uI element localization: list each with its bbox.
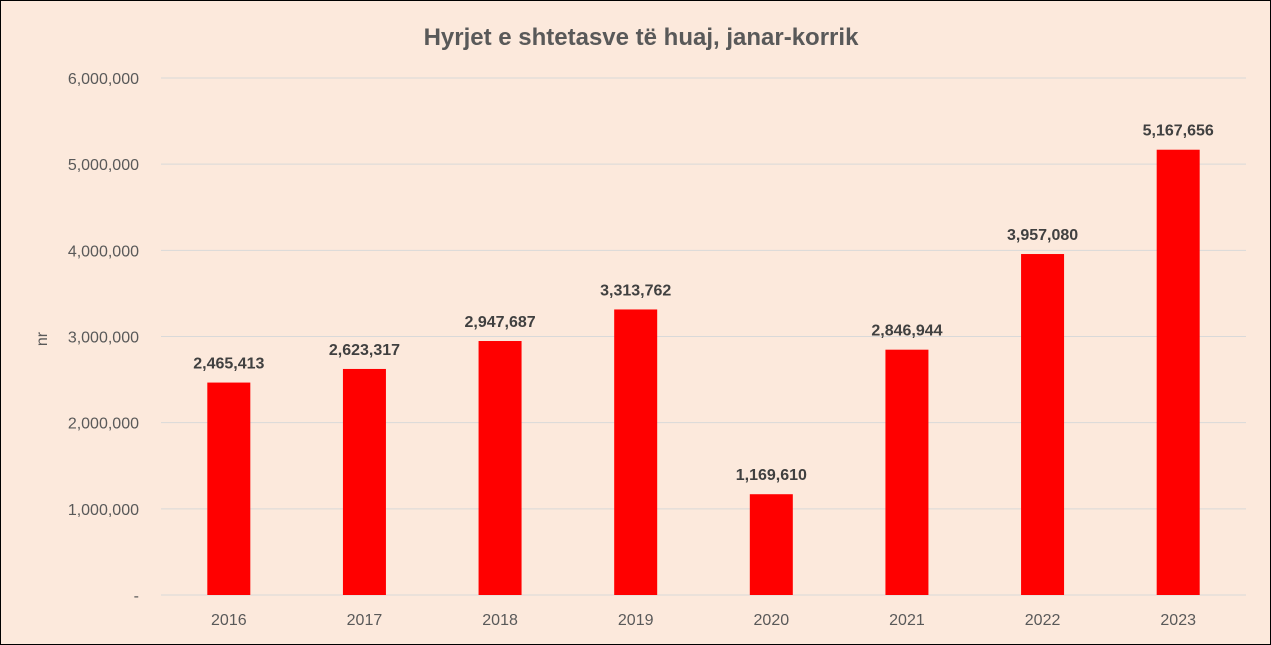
y-axis-label: nr [34,331,51,346]
data-label: 3,957,080 [1007,227,1078,244]
y-axis-ticks: - 1,000,000 2,000,000 3,000,000 4,000,000 5,0… [68,71,139,605]
data-label: 2,623,317 [329,342,400,359]
chart-title: Hyrjet e shtetasve të huaj, janar-korrik [424,24,860,51]
data-label: 2,947,687 [464,314,535,331]
x-tick-label: 2019 [618,612,654,629]
bar-2018 [478,341,522,595]
data-label: 5,167,656 [1143,123,1214,140]
data-label: 1,169,610 [736,467,807,484]
x-tick-label: 2016 [211,612,247,629]
y-tick-label: - [134,588,139,605]
x-tick-label: 2021 [889,612,925,629]
bar-2020 [749,494,793,595]
y-tick-label: 6,000,000 [68,71,139,88]
bars [207,149,1200,595]
y-tick-label: 1,000,000 [68,502,139,519]
data-label: 2,465,413 [193,356,264,373]
gridlines [161,77,1246,596]
data-label: 2,846,944 [871,323,942,340]
bar-2019 [614,309,658,595]
bar-2016 [207,382,251,595]
x-axis-ticks: 2016 2017 2018 2019 2020 2021 2022 2023 [211,612,1196,629]
x-tick-label: 2022 [1025,612,1061,629]
bar-2017 [342,368,386,595]
x-tick-label: 2023 [1160,612,1196,629]
x-tick-label: 2018 [482,612,518,629]
y-tick-label: 3,000,000 [68,330,139,347]
y-tick-label: 5,000,000 [68,157,139,174]
bar-2023 [1156,149,1200,595]
bar-2022 [1021,254,1065,595]
bar-2021 [885,349,929,595]
data-labels: 2,465,413 2,623,317 2,947,687 3,313,762 1,16… [193,123,1214,484]
x-tick-label: 2017 [347,612,383,629]
x-tick-label: 2020 [754,612,790,629]
data-label: 3,313,762 [600,282,671,299]
y-tick-label: 2,000,000 [68,416,139,433]
y-tick-label: 4,000,000 [68,243,139,260]
